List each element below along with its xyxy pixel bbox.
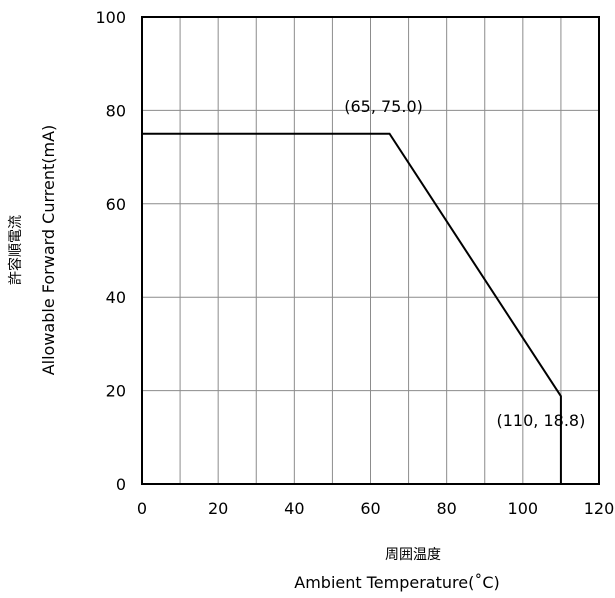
x-tick-label: 0 <box>137 499 147 518</box>
y-tick-label: 20 <box>106 382 126 401</box>
series-line-allowable-current <box>142 132 562 484</box>
x-tick-label: 80 <box>436 499 456 518</box>
x-axis-label: Ambient Temperature(˚C) <box>294 573 499 592</box>
data-point-annotation: (65, 75.0) <box>344 97 423 116</box>
y-tick-label: 60 <box>106 195 126 214</box>
data-point-annotation: (110, 18.8) <box>497 411 586 430</box>
x-axis-label-jp: 周囲温度 <box>385 547 441 563</box>
x-tick-label: 40 <box>284 499 304 518</box>
x-tick-label: 100 <box>508 499 539 518</box>
x-tick-label: 60 <box>360 499 380 518</box>
y-tick-label: 40 <box>106 288 126 307</box>
y-axis-label-jp: 許容順電流 <box>7 215 24 285</box>
x-tick-label: 20 <box>208 499 228 518</box>
y-tick-label: 0 <box>116 475 126 494</box>
x-tick-label: 120 <box>584 499 615 518</box>
y-tick-label: 100 <box>95 8 126 27</box>
y-axis-label: Allowable Forward Current(mA) <box>39 125 58 376</box>
y-axis-ticks: 0 20 40 60 80 100 <box>95 8 126 494</box>
plot-area-frame <box>141 16 600 485</box>
grid-lines <box>142 17 599 484</box>
y-tick-label: 80 <box>106 101 126 120</box>
annotations: (65, 75.0) (110, 18.8) <box>344 97 585 430</box>
x-axis-ticks: 0 20 40 60 80 100 120 <box>137 499 614 518</box>
